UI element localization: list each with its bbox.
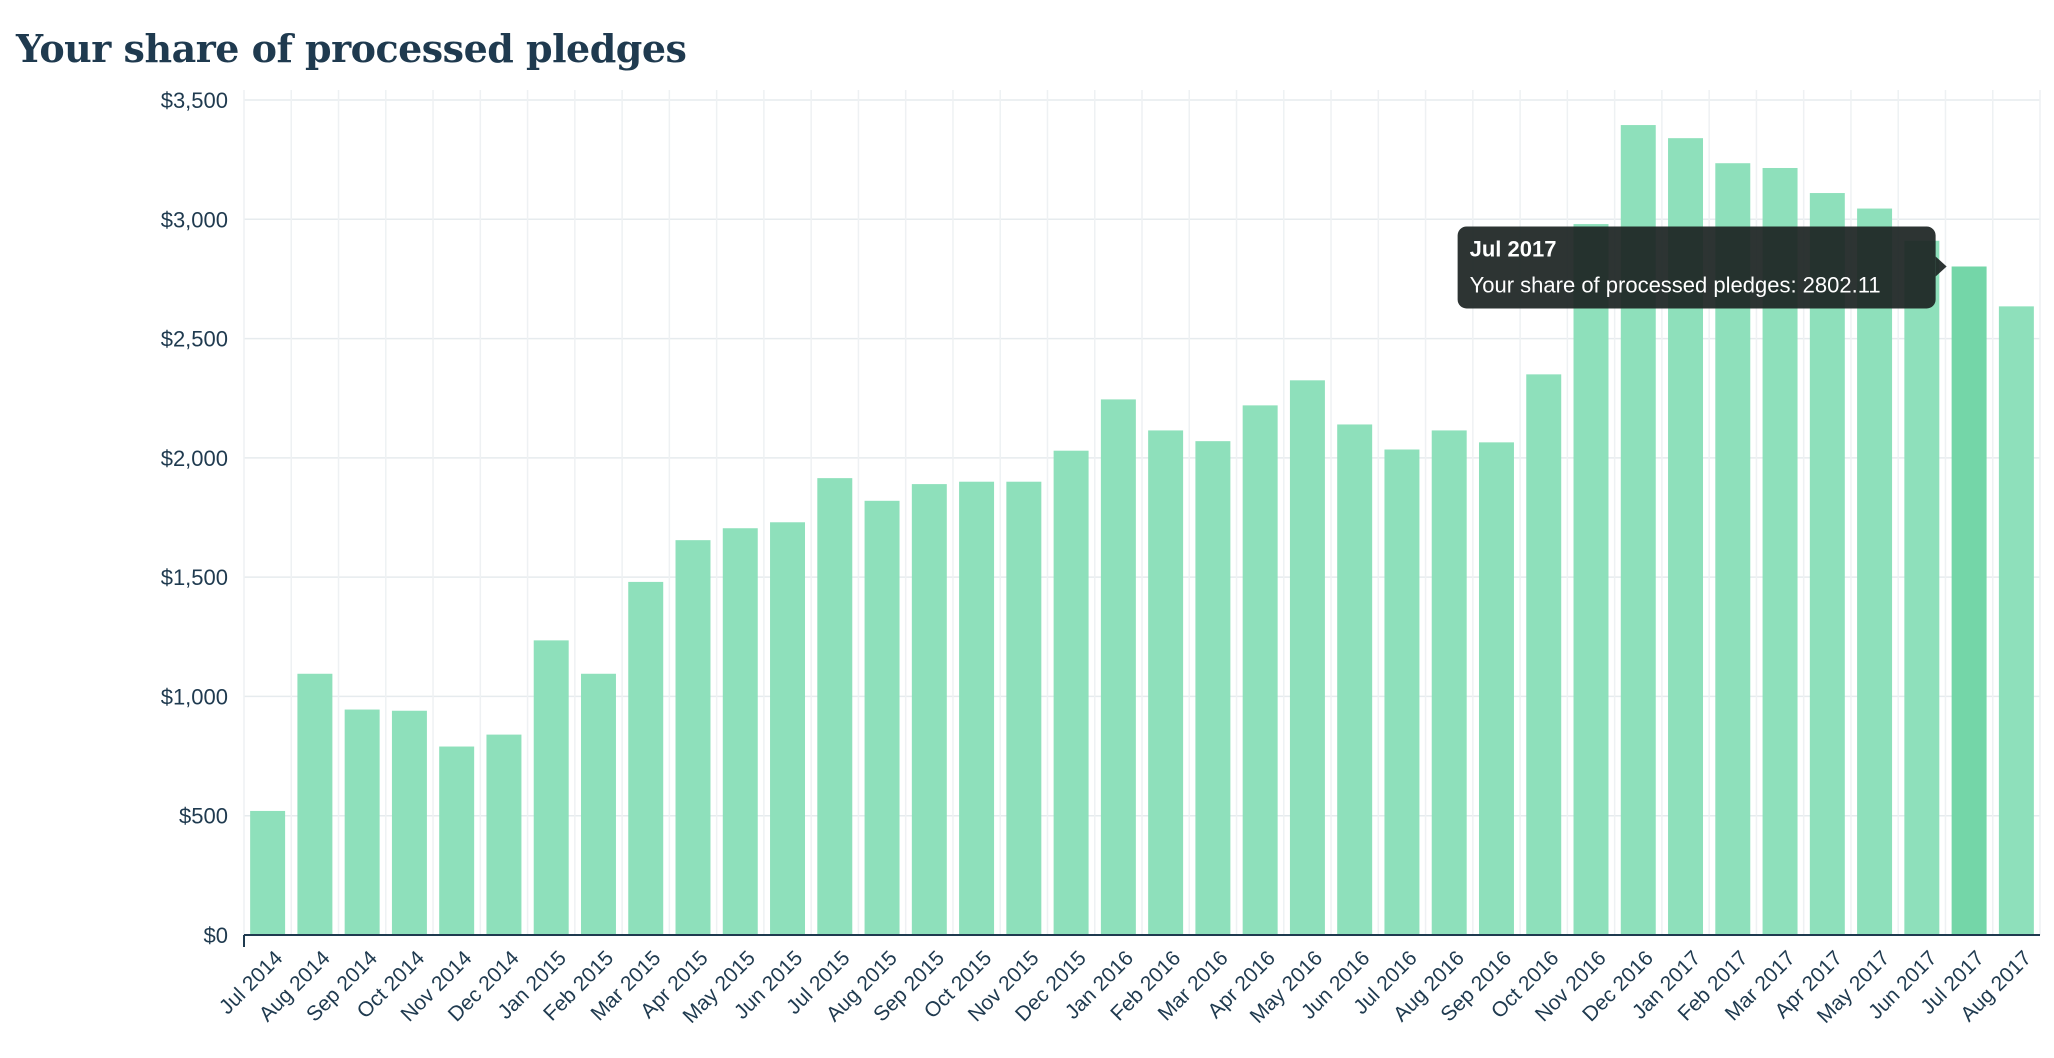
bar-feb-2016[interactable] <box>1148 430 1184 935</box>
bar-jun-2017[interactable] <box>1904 240 1940 935</box>
y-tick-label: $1,500 <box>161 565 228 590</box>
y-tick-label: $0 <box>204 923 228 948</box>
bar-nov-2016[interactable] <box>1573 224 1609 936</box>
y-tick-label: $2,500 <box>161 327 228 352</box>
bar-feb-2015[interactable] <box>580 673 616 935</box>
bar-jan-2016[interactable] <box>1100 399 1136 936</box>
bar-aug-2016[interactable] <box>1431 430 1467 935</box>
bar-oct-2016[interactable] <box>1526 374 1562 935</box>
bar-dec-2015[interactable] <box>1053 450 1089 935</box>
bar-oct-2015[interactable] <box>959 481 995 935</box>
bar-may-2015[interactable] <box>722 528 758 935</box>
bar-nov-2015[interactable] <box>1006 481 1042 935</box>
tooltip-title: Jul 2017 <box>1470 236 1557 261</box>
bar-dec-2014[interactable] <box>486 734 522 935</box>
bar-apr-2016[interactable] <box>1242 405 1278 935</box>
gridlines <box>243 90 2041 935</box>
bar-sep-2016[interactable] <box>1478 442 1514 935</box>
tooltip-box <box>1457 226 1936 309</box>
bar-may-2017[interactable] <box>1857 208 1893 936</box>
bar-apr-2015[interactable] <box>675 540 711 935</box>
bar-jul-2016[interactable] <box>1384 449 1420 935</box>
page-title: Your share of processed pledges <box>16 26 687 71</box>
bar-jul-2015[interactable] <box>817 478 853 935</box>
bar-aug-2014[interactable] <box>297 673 333 935</box>
tooltip-body: Your share of processed pledges: 2802.11 <box>1470 272 1881 297</box>
bar-aug-2017[interactable] <box>1998 306 2034 936</box>
bar-mar-2016[interactable] <box>1195 441 1231 935</box>
bar-jan-2015[interactable] <box>533 640 569 935</box>
y-tick-label: $3,500 <box>161 88 228 113</box>
bar-sep-2014[interactable] <box>344 709 380 935</box>
bar-jun-2015[interactable] <box>770 522 806 935</box>
bar-mar-2015[interactable] <box>628 581 664 935</box>
bar-aug-2015[interactable] <box>864 500 900 935</box>
y-tick-label: $2,000 <box>161 446 228 471</box>
y-tick-label: $500 <box>179 804 228 829</box>
bar-oct-2014[interactable] <box>391 710 427 935</box>
bar-jun-2016[interactable] <box>1337 424 1373 935</box>
axes <box>243 934 2040 947</box>
tooltip-pointer <box>1935 256 1947 277</box>
bar-apr-2017[interactable] <box>1809 193 1845 936</box>
y-tick-labels: $0 $500 $1,000 $1,500 $2,000 $2,500 $3,000 $3,5… <box>161 88 228 948</box>
y-tick-label: $3,000 <box>161 207 228 232</box>
bar-jul-2014[interactable] <box>250 810 286 935</box>
bar-nov-2014[interactable] <box>439 746 475 935</box>
y-tick-label: $1,000 <box>161 684 228 709</box>
tooltip: Jul 2017 Your share of processed pledges:… <box>1457 226 1947 309</box>
bar-may-2016[interactable] <box>1289 380 1325 936</box>
bar-sep-2015[interactable] <box>911 484 947 935</box>
bar-jul-2017[interactable] <box>1951 266 1987 936</box>
